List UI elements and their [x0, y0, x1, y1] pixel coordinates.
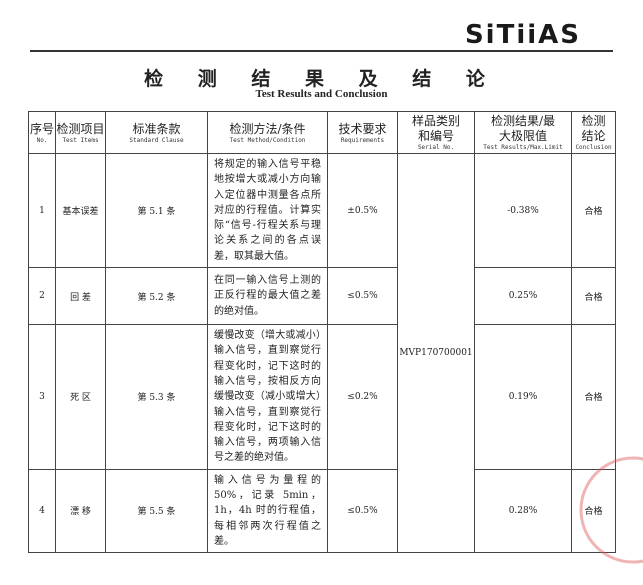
- row-clause: 第 5.3 条: [105, 324, 208, 470]
- row-item: 基本误差: [55, 152, 106, 269]
- results-table: 序号 No. 检测项目 Test Items 标准条款 Standard Clause…: [28, 111, 616, 554]
- row-item: 死 区: [55, 324, 106, 470]
- table-row: 3 死 区 第 5.3 条 缓慢改变（增大或减小）输入信号，直到察觉行程变化时，…: [28, 324, 616, 470]
- row-method: 缓慢改变（增大或减小）输入信号，直到察觉行程变化时，记下这时的输入信号，按相反方…: [207, 324, 328, 470]
- row-req: ±0.5%: [327, 152, 398, 269]
- row-item: 漂 移: [55, 468, 106, 554]
- seal-stamp: [579, 456, 643, 564]
- row-method: 将规定的输入信号平稳地按增大或减小方向输入定位器中测量各点所对应的行程值。计算实…: [207, 152, 328, 269]
- serial-number: MVP170700001: [397, 152, 475, 554]
- row-req: ≤0.5%: [327, 267, 398, 326]
- row-result: -0.38%: [474, 152, 572, 269]
- logo: SiTiiAS: [464, 20, 581, 50]
- page-title: 检 测 结 果 及 结 论: [144, 68, 499, 90]
- table-row: 1 基本误差 第 5.1 条 将规定的输入信号平稳地按增大或减小方向输入定位器中…: [28, 152, 616, 554]
- col-no: 序号 No.: [28, 111, 56, 154]
- row-conclusion: 合格: [571, 267, 616, 326]
- row-req: ≤0.5%: [327, 468, 398, 554]
- row-conclusion: 合格: [571, 468, 616, 554]
- page-subtitle: Test Results and Conclusion: [255, 88, 388, 100]
- row-clause: 第 5.2 条: [105, 267, 208, 326]
- row-method: 输入信号为量程的50%，记录 5min，1h，4h 时的行程值，每相邻两次行程值…: [207, 468, 328, 554]
- row-req: ≤0.2%: [327, 324, 398, 470]
- col-method: 检测方法/条件 Test Method/Condition: [207, 111, 328, 154]
- row-no: 2: [28, 267, 56, 326]
- row-result: 0.19%: [474, 324, 572, 470]
- row-method: 在同一输入信号上测的正反行程的最大值之差的绝对值。: [207, 267, 328, 326]
- row-item: 回 差: [55, 267, 106, 326]
- col-clause: 标准条款 Standard Clause: [105, 111, 208, 154]
- row-no: 3: [28, 324, 56, 470]
- col-req: 技术要求 Requirements: [327, 111, 398, 154]
- row-result: 0.25%: [474, 267, 572, 326]
- col-conclusion: 检测结论 Conclusion: [571, 111, 616, 154]
- row-conclusion: 合格: [571, 324, 616, 470]
- row-clause: 第 5.1 条: [105, 152, 208, 269]
- col-result: 检测结果/最大极限值 Test Results/Max.Limit: [474, 111, 572, 154]
- header-rule: [30, 50, 613, 52]
- row-result: 0.28%: [474, 468, 572, 554]
- row-no: 4: [28, 468, 56, 554]
- row-no: 1: [28, 152, 56, 269]
- row-conclusion: 合格: [571, 152, 616, 269]
- header-row: 序号 No. 检测项目 Test Items 标准条款 Standard Clause…: [28, 111, 616, 154]
- table-row: 2 回 差 第 5.2 条 在同一输入信号上测的正反行程的最大值之差的绝对值。 …: [28, 267, 616, 326]
- col-item: 检测项目 Test Items: [55, 111, 106, 154]
- row-clause: 第 5.5 条: [105, 468, 208, 554]
- col-serial: 样品类别和编号 Serial No.: [397, 111, 475, 154]
- table-row: 4 漂 移 第 5.5 条 输入信号为量程的50%，记录 5min，1h，4h …: [28, 468, 616, 554]
